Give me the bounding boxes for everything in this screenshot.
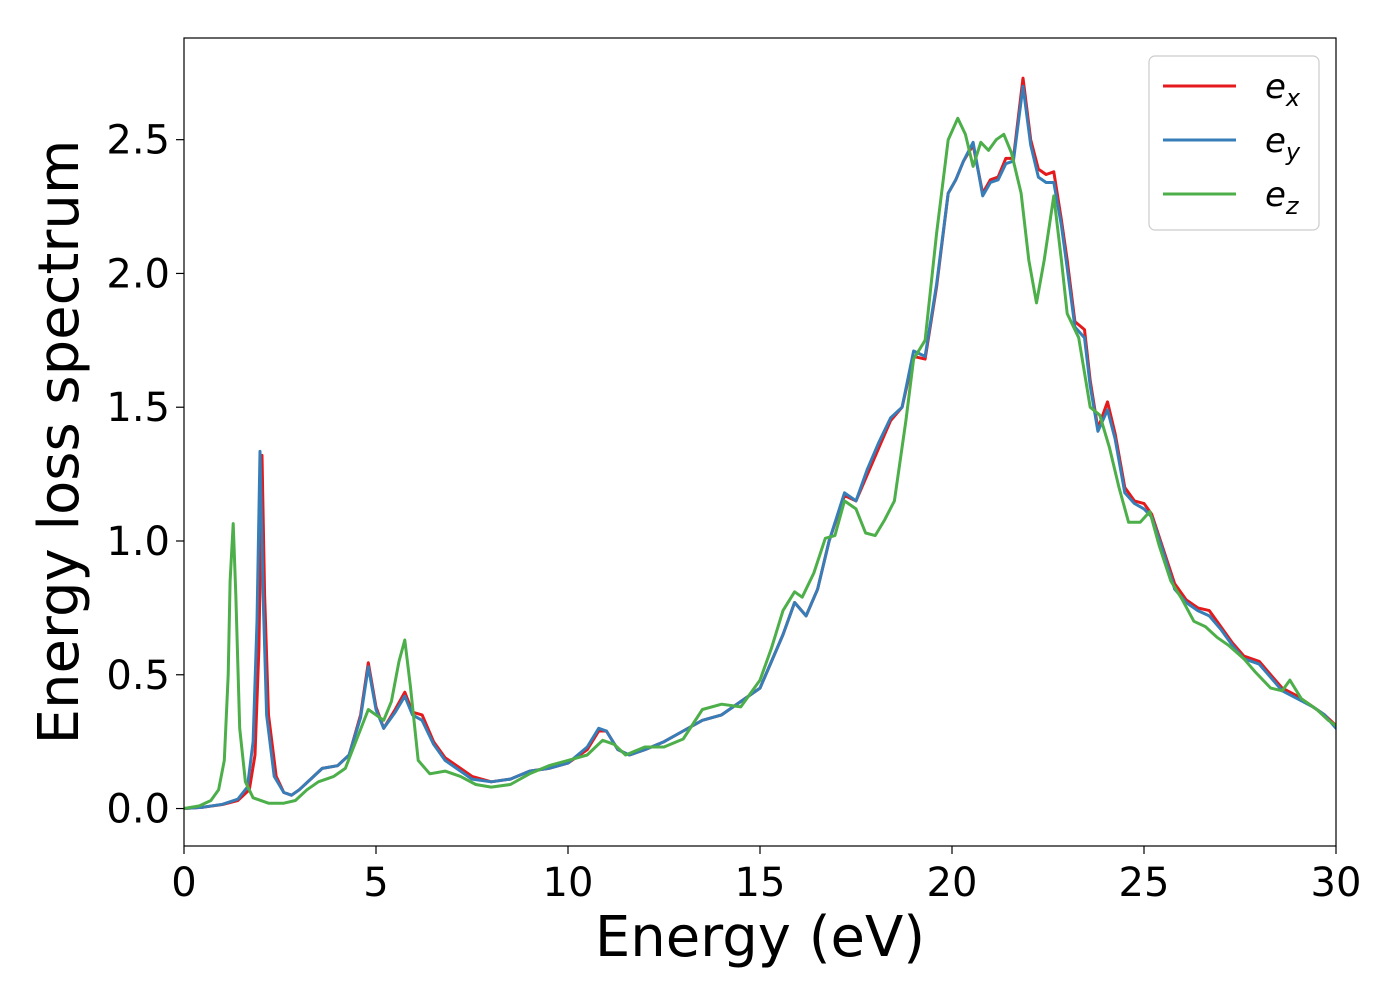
series-layer: [184, 76, 1336, 810]
x-tick-label: 15: [735, 860, 786, 906]
x-tick-label: 5: [363, 860, 388, 906]
y-tick-label: 2.0: [106, 251, 170, 297]
x-tick-label: 30: [1311, 860, 1362, 906]
y-tick-label: 1.5: [106, 385, 170, 431]
legend: ex ey ez: [1148, 55, 1320, 231]
y-tick-label: 2.5: [106, 118, 170, 164]
legend-label-e-x: ex: [1265, 67, 1301, 112]
legend-box: [1148, 55, 1320, 231]
x-tick-label: 0: [171, 860, 196, 906]
x-tick-label: 25: [1119, 860, 1170, 906]
x-axis-label: Energy (eV): [595, 905, 925, 970]
y-axis-label: Energy loss spectrum: [27, 140, 92, 745]
legend-label-e-y: ey: [1265, 121, 1301, 166]
x-tick-label: 10: [543, 860, 594, 906]
legend-label-e-z: ez: [1265, 175, 1300, 220]
x-tick-label: 20: [927, 860, 978, 906]
y-tick-label: 1.0: [106, 519, 170, 565]
y-tick-label: 0.0: [106, 787, 170, 833]
y-axis-ticks: 0.0 0.5 1.0 1.5 2.0 2.5: [106, 118, 184, 833]
y-tick-label: 0.5: [106, 653, 170, 699]
x-axis-ticks: 0 5 10 15 20 25 30: [171, 846, 1361, 906]
series-line-e-z: [184, 116, 1336, 810]
